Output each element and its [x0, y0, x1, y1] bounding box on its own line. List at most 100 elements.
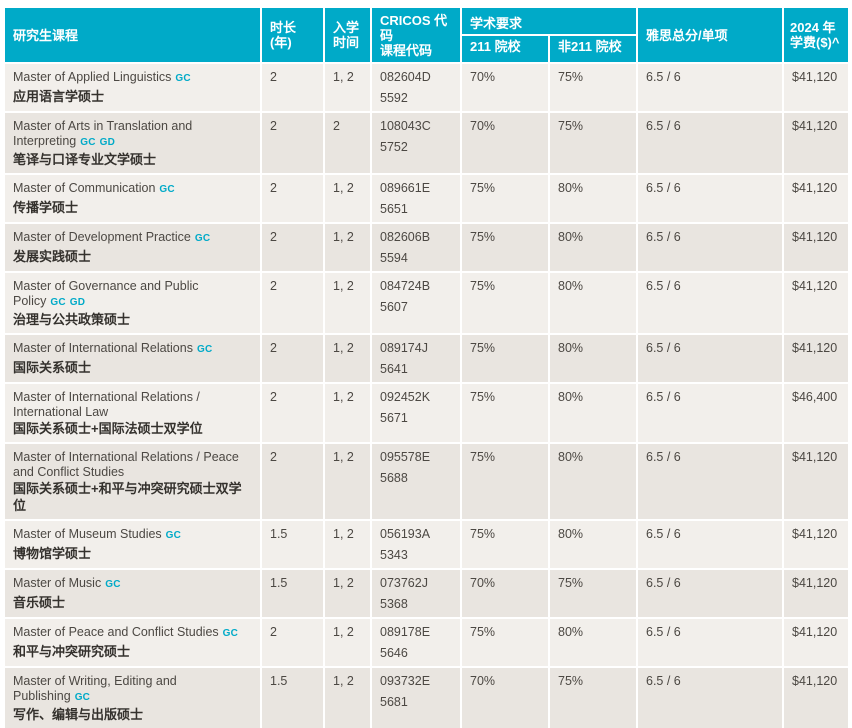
pct-non211-cell: 75% — [550, 668, 636, 728]
course-code: 5752 — [380, 140, 408, 154]
intake-cell: 1, 2 — [325, 273, 370, 333]
course-cell: Master of Writing, Editing and Publishin… — [5, 668, 260, 728]
pct-non211-cell: 80% — [550, 224, 636, 271]
cricos-code: 056193A — [380, 527, 431, 541]
table-body: Master of Applied Linguistics GC 应用语言学硕士 … — [5, 64, 848, 728]
header-course: 研究生课程 — [5, 8, 260, 62]
course-name-en: Master of Music GC — [13, 576, 121, 590]
table-row: Master of Arts in Translation and Interp… — [5, 113, 848, 173]
header-211: 211 院校 — [462, 36, 548, 62]
duration-cell: 1.5 — [262, 668, 323, 728]
course-name-en: Master of Peace and Conflict Studies GC — [13, 625, 239, 639]
course-tag: GC — [175, 73, 191, 84]
cricos-cell: 093732E 5681 — [372, 668, 460, 728]
pct-non211-cell: 80% — [550, 335, 636, 382]
course-cell: Master of International Relations / Inte… — [5, 384, 260, 442]
intake-cell: 1, 2 — [325, 224, 370, 271]
ielts-cell: 6.5 / 6 — [638, 224, 782, 271]
course-tag: GD — [69, 296, 86, 308]
course-cell: Master of Museum Studies GC 博物馆学硕士 — [5, 521, 260, 568]
course-code: 5688 — [380, 471, 408, 485]
ielts-cell: 6.5 / 6 — [638, 335, 782, 382]
course-name-zh: 音乐硕士 — [13, 594, 66, 610]
fee-cell: $41,120 — [784, 335, 848, 382]
course-name-en: Master of International Relations GC — [13, 341, 213, 355]
duration-cell: 2 — [262, 444, 323, 519]
cricos-cell: 092452K 5671 — [372, 384, 460, 442]
pct-non211-cell: 75% — [550, 570, 636, 617]
course-name-en: Master of International Relations / Peac… — [13, 450, 239, 479]
table-row: Master of International Relations / Peac… — [5, 444, 848, 519]
fee-cell: $41,120 — [784, 521, 848, 568]
ielts-cell: 6.5 / 6 — [638, 64, 782, 111]
fee-cell: $41,120 — [784, 570, 848, 617]
course-code: 5594 — [380, 251, 408, 265]
duration-cell: 1.5 — [262, 570, 323, 617]
pct-211-cell: 75% — [462, 619, 548, 666]
header-fee: 2024 年 学费($)^ — [784, 8, 848, 62]
course-table: 研究生课程 时长 (年) 入学 时间 CRICOS 代码 课程代码 学术要求 2… — [5, 8, 848, 728]
cricos-code: 089174J — [380, 341, 428, 355]
course-name-en: Master of Development Practice GC — [13, 230, 211, 244]
intake-cell: 1, 2 — [325, 619, 370, 666]
header-duration: 时长 (年) — [262, 8, 323, 62]
pct-211-cell: 70% — [462, 64, 548, 111]
cricos-code: 093732E — [380, 674, 431, 688]
cricos-cell: 082604D 5592 — [372, 64, 460, 111]
duration-cell: 2 — [262, 335, 323, 382]
ielts-cell: 6.5 / 6 — [638, 444, 782, 519]
course-code: 5646 — [380, 646, 408, 660]
course-name-en: Master of Museum Studies GC — [13, 527, 182, 541]
pct-211-cell: 75% — [462, 444, 548, 519]
pct-211-cell: 75% — [462, 335, 548, 382]
course-tag: GC — [222, 628, 239, 639]
course-name-en: Master of International Relations / Inte… — [13, 390, 200, 419]
course-code: 5607 — [380, 300, 408, 314]
pct-non211-cell: 80% — [550, 384, 636, 442]
cricos-cell: 089174J 5641 — [372, 335, 460, 382]
pct-211-cell: 70% — [462, 668, 548, 728]
course-tag: GC — [50, 296, 66, 308]
duration-cell: 2 — [262, 113, 323, 173]
ielts-cell: 6.5 / 6 — [638, 668, 782, 728]
cricos-code: 089661E — [380, 181, 431, 195]
pct-non211-cell: 80% — [550, 273, 636, 333]
course-code: 5343 — [380, 548, 408, 562]
course-name-en: Master of Arts in Translation and Interp… — [13, 119, 193, 148]
course-name-zh: 和平与冲突研究硕士 — [13, 643, 131, 659]
cricos-code: 089178E — [380, 625, 431, 639]
course-code: 5641 — [380, 362, 408, 376]
course-tag: GC — [165, 530, 182, 541]
header-academic: 学术要求 — [462, 8, 636, 34]
course-name-zh: 笔译与口译专业文学硕士 — [13, 152, 157, 167]
course-cell: Master of Applied Linguistics GC 应用语言学硕士 — [5, 64, 260, 111]
intake-cell: 1, 2 — [325, 64, 370, 111]
course-tag: GC — [194, 233, 211, 244]
course-tag: GC — [196, 344, 213, 355]
cricos-cell: 082606B 5594 — [372, 224, 460, 271]
intake-cell: 1, 2 — [325, 521, 370, 568]
cricos-cell: 089661E 5651 — [372, 175, 460, 222]
intake-cell: 2 — [325, 113, 370, 173]
course-name-zh: 博物馆学硕士 — [13, 545, 92, 561]
pct-211-cell: 75% — [462, 273, 548, 333]
pct-211-cell: 75% — [462, 384, 548, 442]
course-cell: Master of Communication GC 传播学硕士 — [5, 175, 260, 222]
cricos-code: 095578E — [380, 450, 431, 464]
duration-cell: 2 — [262, 384, 323, 442]
ielts-cell: 6.5 / 6 — [638, 521, 782, 568]
fee-cell: $41,120 — [784, 273, 848, 333]
course-name-zh: 国际关系硕士+和平与冲突研究硕士双学位 — [13, 481, 242, 513]
course-cell: Master of International Relations / Peac… — [5, 444, 260, 519]
course-code: 5671 — [380, 411, 408, 425]
pct-211-cell: 75% — [462, 521, 548, 568]
course-tag: GD — [99, 136, 116, 148]
course-name-zh: 发展实践硕士 — [13, 248, 92, 264]
header-intake: 入学 时间 — [325, 8, 370, 62]
table-row: Master of Governance and Public Policy GC… — [5, 273, 848, 333]
fee-cell: $46,400 — [784, 384, 848, 442]
fee-cell: $41,120 — [784, 113, 848, 173]
ielts-cell: 6.5 / 6 — [638, 570, 782, 617]
header-cricos: CRICOS 代码 课程代码 — [372, 8, 460, 62]
header-ielts: 雅思总分/单项 — [638, 8, 782, 62]
